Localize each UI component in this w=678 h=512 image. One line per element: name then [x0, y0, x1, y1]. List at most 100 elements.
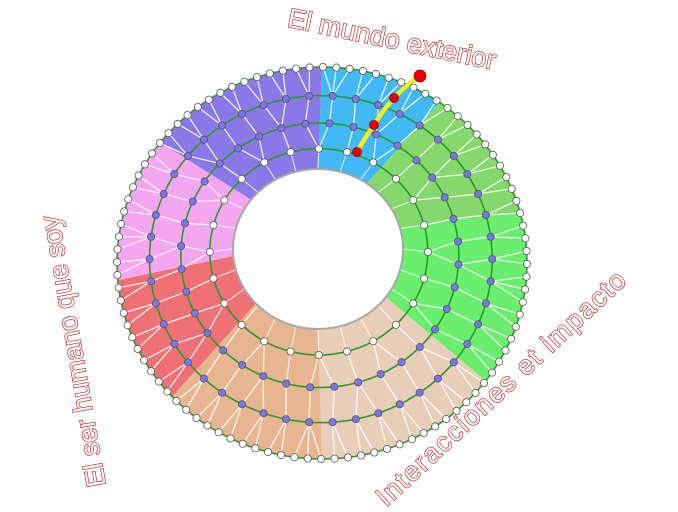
inner-node [209, 274, 218, 283]
mesh-line [490, 276, 527, 282]
outer-node [252, 73, 261, 82]
outer-node [407, 435, 416, 444]
inner-node [209, 221, 218, 230]
mesh-line [412, 302, 436, 330]
ring-node [203, 328, 212, 337]
mesh-line [174, 332, 208, 345]
mesh-line [218, 403, 243, 433]
outer-node [193, 103, 202, 112]
mesh-line [490, 224, 524, 238]
mesh-line [144, 163, 175, 175]
mesh-line [127, 302, 157, 326]
outer-node [203, 421, 212, 430]
outer-node [357, 451, 366, 460]
nodes [113, 63, 532, 463]
mesh-line [117, 236, 152, 250]
outer-node [116, 296, 125, 305]
mesh-line [331, 422, 336, 459]
mesh-line [203, 350, 224, 379]
outer-node [516, 209, 525, 218]
mesh-line [206, 392, 223, 426]
ring-node [474, 189, 483, 198]
inner-node [342, 347, 351, 356]
mesh-line [304, 123, 320, 149]
ring-node [151, 210, 160, 219]
outer-node [442, 414, 451, 423]
outer-node [128, 183, 137, 192]
outer-node [277, 451, 286, 460]
ring-node [199, 135, 208, 144]
inner-node [260, 337, 269, 346]
outer-node [480, 378, 489, 387]
ring-node [330, 382, 339, 391]
ring-line-2 [179, 122, 460, 389]
mesh-line [485, 302, 517, 328]
outer-node [265, 69, 274, 78]
outer-node [343, 453, 352, 462]
mesh-line [143, 343, 175, 361]
outer-node [128, 333, 137, 342]
inner-node [391, 174, 400, 183]
ring-node [151, 299, 160, 308]
ring-node [395, 400, 404, 409]
inner-node [237, 174, 246, 183]
mesh-line [222, 324, 243, 351]
mesh-line [490, 236, 526, 239]
mesh-line [185, 277, 214, 293]
ring-node [376, 370, 385, 379]
mesh-line [399, 403, 425, 434]
mesh-line [280, 419, 287, 456]
mesh-line [391, 288, 414, 304]
mesh-line [185, 378, 205, 411]
mesh-line [150, 343, 175, 372]
outer-node [204, 95, 213, 104]
mesh-line [177, 123, 205, 141]
mesh-line [412, 177, 433, 201]
ring-node [183, 151, 192, 160]
ring-node [395, 109, 404, 118]
ring-node [415, 343, 424, 352]
mesh-line [372, 341, 382, 375]
ring-node [433, 135, 442, 144]
outer-node [154, 377, 163, 386]
outer-node [318, 63, 327, 72]
mesh-line [477, 323, 506, 351]
outer-node [147, 367, 156, 376]
ring-node [200, 177, 209, 186]
outer-node [192, 413, 201, 422]
ring-node [433, 374, 442, 383]
mesh-line [437, 378, 467, 403]
outer-node [452, 406, 461, 415]
mesh-line [399, 93, 426, 115]
mesh-line [290, 326, 297, 352]
mesh-line [432, 173, 468, 179]
outer-node [133, 344, 142, 353]
mesh-line [256, 76, 265, 106]
mesh-line [377, 305, 397, 326]
mesh-line [419, 346, 439, 379]
outer-node [395, 440, 404, 449]
mesh-line [224, 288, 245, 304]
outer-node [332, 63, 341, 72]
ring-node [259, 409, 268, 418]
outer-node [463, 121, 472, 130]
mesh-line [123, 302, 157, 314]
ring-node [259, 101, 268, 110]
mesh-line [357, 382, 379, 414]
mesh-line [204, 180, 225, 201]
mesh-line [197, 106, 223, 127]
mesh-line [477, 323, 512, 340]
ring-node [234, 144, 243, 153]
mesh-line [219, 162, 243, 180]
inner-node [286, 148, 295, 157]
mesh-line [243, 81, 264, 106]
mesh-line [477, 176, 507, 195]
mesh-line [437, 124, 468, 141]
inner-node [409, 299, 418, 308]
ring-node [159, 189, 168, 198]
ring-node [440, 193, 449, 202]
mesh-line [151, 152, 175, 175]
mesh-line [186, 114, 205, 140]
inner-node [286, 347, 295, 356]
